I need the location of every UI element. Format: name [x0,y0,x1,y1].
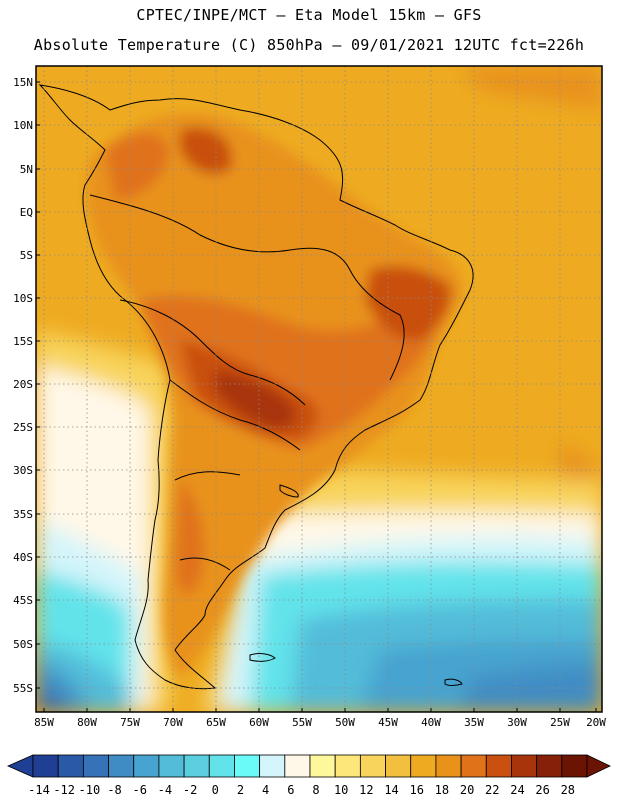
lat-label: 35S [13,508,33,521]
colorbar-label: -10 [79,783,101,797]
colorbar-swatch [385,754,412,778]
colorbar-swatch [259,754,286,778]
colorbar: -14 -12 -10 -8 -6 -4 -2 0 2 4 6 8 10 12 14 16 18 20 22 24 26… [7,754,611,797]
colorbar-label: -6 [133,783,147,797]
lat-label: 15N [13,76,33,89]
lat-label: 50S [13,638,33,651]
colorbar-min-arrow [7,754,34,778]
lon-label: 70W [163,716,183,729]
map-frame [35,65,603,713]
colorbar-label: 26 [535,783,549,797]
colorbar-label: -8 [107,783,121,797]
lon-label: 65W [206,716,226,729]
colorbar-swatch [208,754,235,778]
colorbar-swatch [485,754,512,778]
lon-label: 25W [550,716,570,729]
colorbar-swatch [359,754,386,778]
temperature-field [36,66,602,712]
lat-label: 10S [13,292,33,305]
lat-label: 30S [13,464,33,477]
colorbar-label: 22 [485,783,499,797]
coastline [38,84,474,690]
colorbar-label: 10 [334,783,348,797]
colorbar-label: -14 [28,783,50,797]
lon-label: 20W [586,716,606,729]
colorbar-swatch [561,754,588,778]
colorbar-max-arrow [586,754,611,778]
colorbar-label: 0 [212,783,219,797]
lat-label: 5S [20,249,33,262]
colorbar-swatch [460,754,487,778]
colorbar-label: 14 [384,783,398,797]
lat-label: 15S [13,335,33,348]
lat-label: 10N [13,119,33,132]
lon-label: 60W [249,716,269,729]
latitude-labels: 15N 10N 5N EQ 5S 10S 15S 20S 25S 30S 35S 40S 45S 50S 5… [13,76,40,695]
colorbar-swatch [158,754,185,778]
longitude-labels: 85W 80W 75W 70W 65W 60W 55W 50W 45W 40W 35W 30W 25W 2… [34,708,606,729]
colorbar-label: 16 [410,783,424,797]
colorbar-label: 12 [359,783,373,797]
colorbar-label: -12 [53,783,75,797]
lat-label: 55S [13,682,33,695]
colorbar-swatch [334,754,361,778]
colorbar-swatch [133,754,160,778]
colorbar-swatch [284,754,311,778]
colorbar-label: 18 [435,783,449,797]
colorbar-label: 4 [262,783,269,797]
colorbar-label: 2 [237,783,244,797]
lon-label: 30W [507,716,527,729]
colorbar-swatch [410,754,437,778]
lat-label: 20S [13,378,33,391]
colorbar-swatch [57,754,84,778]
colorbar-label: 20 [460,783,474,797]
lat-label: 25S [13,421,33,434]
colorbar-swatch [108,754,135,778]
colorbar-swatch [435,754,462,778]
colorbar-label: 24 [510,783,524,797]
lon-label: 55W [292,716,312,729]
lat-label: 5N [20,163,33,176]
colorbar-swatch [82,754,109,778]
colorbar-swatch [234,754,261,778]
lon-label: 80W [77,716,97,729]
colorbar-swatch [183,754,210,778]
colorbar-swatch [32,754,59,778]
colorbar-swatch [536,754,563,778]
colorbar-label: -4 [158,783,172,797]
lon-label: 85W [34,716,54,729]
lat-label: 40S [13,551,33,564]
lon-label: 35W [464,716,484,729]
lat-label: 45S [13,594,33,607]
colorbar-swatch [511,754,538,778]
colorbar-swatch [309,754,336,778]
colorbar-label: 28 [561,783,575,797]
lat-label: EQ [20,206,33,219]
lon-label: 75W [120,716,140,729]
map-title-source: CPTEC/INPE/MCT – Eta Model 15km – GFS [136,6,482,24]
lon-label: 50W [335,716,355,729]
colorbar-label: 8 [312,783,319,797]
lon-label: 45W [378,716,398,729]
colorbar-label: 6 [287,783,294,797]
map-title-variable: Absolute Temperature (C) 850hPa – 09/01/… [33,36,585,54]
lon-label: 40W [421,716,441,729]
colorbar-label: -2 [183,783,197,797]
